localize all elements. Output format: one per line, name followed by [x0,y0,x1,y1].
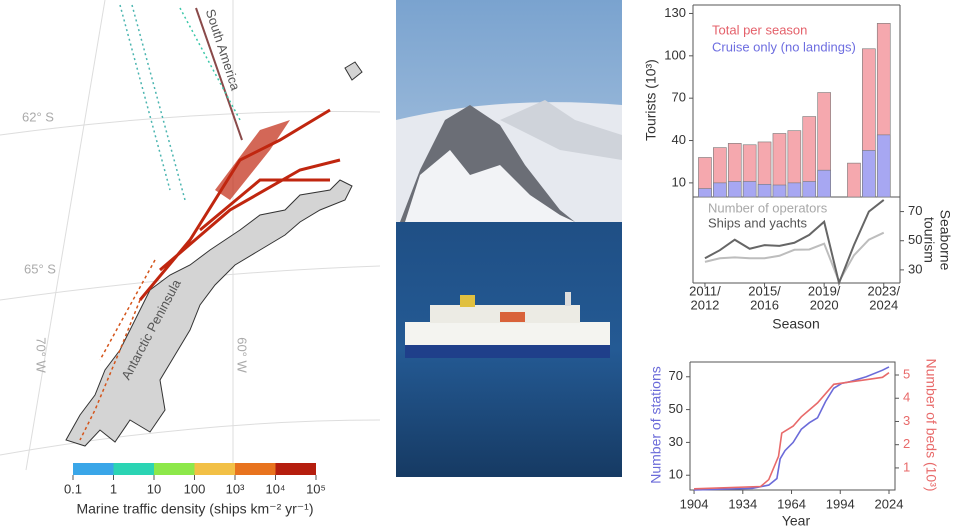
bar [757,183,772,198]
bar [847,162,861,198]
x-tick-label: 2024 [869,297,898,312]
bar [862,150,876,198]
x-tick-label: 2024 [875,496,904,511]
bar [817,169,831,198]
colorbar-segment [113,463,154,475]
y-tick-label: 30 [669,434,683,449]
y2-axis-label: Number of beds (10³) [923,358,939,491]
y-tick-label: 50 [669,401,683,416]
bar [802,181,817,198]
bar [772,184,787,198]
x-tick-label: 1994 [826,496,855,511]
bar [787,182,802,198]
y-tick-label: 30 [908,261,922,276]
legend-label: Cruise only (no landings) [712,39,856,54]
y-tick-label: 50 [908,232,922,247]
y-tick-label: 10 [672,174,686,189]
colorbar-segment [235,463,276,475]
map-label: 62° S [22,109,54,124]
x-tick-label: 2023/ [867,283,900,298]
y2-tick-label: 2 [903,436,910,451]
map-label: South America [203,7,244,93]
map-label: 65° S [24,261,56,276]
legend-label: Total per season [712,22,807,37]
series-line [704,231,885,284]
y-tick-label: 10 [669,467,683,482]
colorbar-segment [73,463,114,475]
series-line [694,372,890,490]
x-tick-label: 2020 [810,297,839,312]
x-tick-label: 2012 [690,297,719,312]
x-tick-label: 2016 [750,297,779,312]
x-tick-label: 2011/ [689,283,721,298]
colorbar-title: Marine traffic density (ships km⁻² yr⁻¹) [76,501,313,517]
y2-tick-label: 5 [903,366,910,381]
y2-tick-label: 3 [903,413,910,428]
y-axis-label: Tourists (10³) [643,59,659,141]
series-line [694,366,890,491]
y-tick-label: 40 [672,132,686,147]
y-tick-label: 70 [672,90,686,105]
x-tick-label: 1964 [777,496,806,511]
y-tick-label: 70 [908,203,922,218]
colorbar-tick-label: 10⁵ [306,481,326,496]
y2-tick-label: 4 [903,390,910,405]
bar [713,182,727,198]
chart-frame [689,361,896,491]
y2-tick-label: 1 [903,459,910,474]
map-label: 60° W [235,337,250,373]
y-axis-label: Number of stations [648,366,664,484]
x-axis-label: Year [782,513,811,529]
x-tick-label: 1934 [728,496,757,511]
series-line [704,199,885,287]
map-label: 70° W [34,337,49,373]
photo [396,0,622,477]
colorbar-tick-label: 100 [184,481,206,496]
x-tick-label: 2015/ [748,283,781,298]
colorbar-tick-label: 1 [110,481,117,496]
x-axis-label: Season [772,316,819,332]
colorbar-segment [194,463,235,475]
y-axis-label: Seaborne [937,210,953,271]
x-tick-label: 1904 [680,496,709,511]
colorbar-tick-label: 10³ [226,481,245,496]
legend-label: Number of operators [708,200,828,215]
colorbar-tick-label: 10 [147,481,161,496]
bar [876,134,891,198]
y-tick-label: 130 [664,5,686,20]
bar [727,181,742,198]
y-tick-label: 100 [664,47,686,62]
legend-label: Ships and yachts [708,215,808,230]
y-tick-label: 70 [669,368,683,383]
x-tick-label: 2019/ [808,283,841,298]
colorbar-tick-label: 10⁴ [265,481,285,496]
colorbar-segment [275,463,316,475]
colorbar-segment [154,463,195,475]
y-axis-label: tourism [921,217,937,263]
bar [698,188,712,198]
map [0,0,381,471]
colorbar-tick-label: 0.1 [64,481,82,496]
bar [742,181,757,198]
